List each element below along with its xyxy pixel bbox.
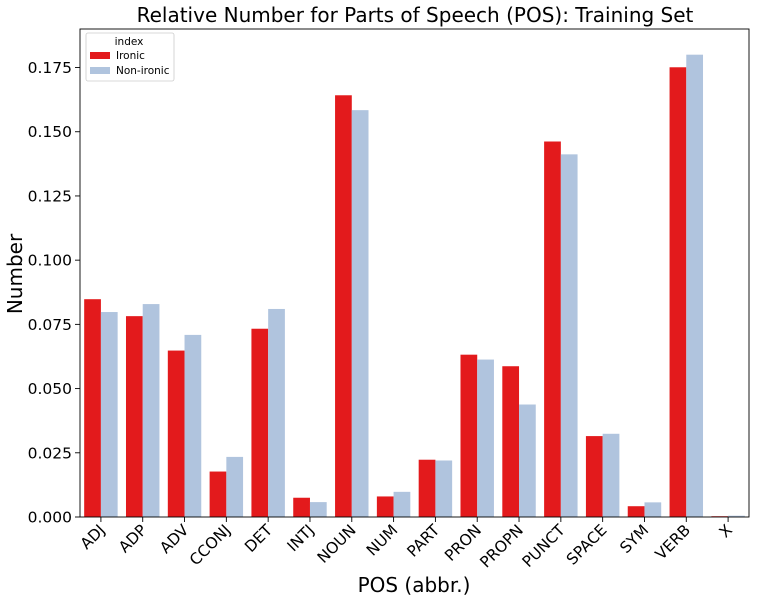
bar-ironic-adp — [125, 316, 143, 517]
bar-non-ironic-part — [435, 460, 453, 517]
bar-non-ironic-propn — [519, 404, 536, 517]
bar-non-ironic-sym — [644, 502, 662, 517]
bar-ironic-sym — [627, 506, 645, 517]
bar-non-ironic-num — [393, 491, 411, 517]
x-tick-label-adv: ADV — [156, 521, 192, 557]
legend: index Ironic Non-ironic — [85, 32, 175, 82]
bar-non-ironic-verb — [686, 54, 704, 518]
bar-ironic-noun — [335, 95, 352, 518]
y-tick-label: 0.050 — [28, 380, 72, 398]
bar-ironic-part — [418, 459, 436, 517]
bar-ironic-det — [251, 328, 269, 517]
bar-non-ironic-space — [602, 433, 620, 517]
bar-ironic-cconj — [209, 471, 227, 517]
bar-ironic-propn — [502, 366, 520, 517]
y-tick-label: 0.025 — [28, 444, 72, 462]
bar-non-ironic-x — [728, 515, 745, 517]
bars-group — [84, 54, 745, 518]
x-tick-label-intj: INTJ — [284, 521, 318, 555]
x-tick-label-sym: SYM — [616, 521, 652, 557]
bar-ironic-punct — [544, 141, 561, 517]
bar-non-ironic-pron — [477, 359, 494, 517]
bar-non-ironic-adj — [100, 312, 118, 517]
legend-swatch-non-ironic — [90, 67, 110, 74]
y-tick-label: 0.075 — [28, 316, 72, 334]
x-tick-label-propn: PROPN — [476, 521, 526, 571]
bar-non-ironic-adv — [184, 334, 202, 517]
bar-ironic-adj — [84, 299, 101, 517]
bar-non-ironic-cconj — [226, 456, 244, 517]
chart-title: Relative Number for Parts of Speech (POS… — [137, 3, 694, 27]
bar-ironic-verb — [669, 67, 687, 518]
y-tick-label: 0.100 — [28, 252, 72, 270]
y-tick-label: 0.150 — [28, 123, 72, 141]
y-ticks: 0.000 0.025 0.050 0.075 0.100 0.125 0.150 0.175 — [28, 59, 80, 527]
x-tick-label-num: NUM — [363, 521, 401, 559]
legend-entry-non-ironic: Non-ironic — [116, 65, 170, 77]
bar-non-ironic-adp — [142, 304, 160, 517]
x-tick-label-x: X — [716, 521, 737, 542]
x-tick-label-adj: ADJ — [77, 521, 109, 553]
bar-non-ironic-intj — [309, 502, 327, 517]
x-tick-label-punct: PUNCT — [519, 521, 569, 571]
x-tick-label-space: SPACE — [563, 521, 610, 568]
x-axis-label: POS (abbr.) — [358, 573, 471, 597]
bar-ironic-adv — [167, 350, 185, 517]
y-tick-label: 0.125 — [28, 187, 72, 205]
x-tick-label-cconj: CCONJ — [186, 521, 234, 569]
bar-ironic-num — [376, 496, 394, 517]
y-tick-label: 0.175 — [28, 59, 72, 77]
bar-non-ironic-det — [268, 308, 285, 517]
bar-ironic-pron — [460, 354, 478, 517]
bar-ironic-space — [585, 436, 603, 517]
legend-swatch-ironic — [90, 52, 110, 59]
bar-non-ironic-punct — [560, 154, 578, 517]
legend-title: index — [115, 36, 144, 48]
y-tick-label: 0.000 — [28, 509, 72, 527]
plot-frame — [79, 28, 750, 518]
x-tick-label-part: PART — [404, 521, 444, 561]
x-tick-label-verb: VERB — [652, 521, 694, 563]
legend-entry-ironic: Ironic — [116, 50, 145, 62]
x-tick-label-adp: ADP — [115, 521, 150, 556]
x-tick-label-noun: NOUN — [314, 521, 360, 567]
bar-ironic-intj — [293, 497, 310, 517]
x-tick-label-det: DET — [241, 521, 276, 556]
bar-non-ironic-noun — [351, 110, 369, 517]
y-axis-label: Number — [3, 233, 27, 314]
